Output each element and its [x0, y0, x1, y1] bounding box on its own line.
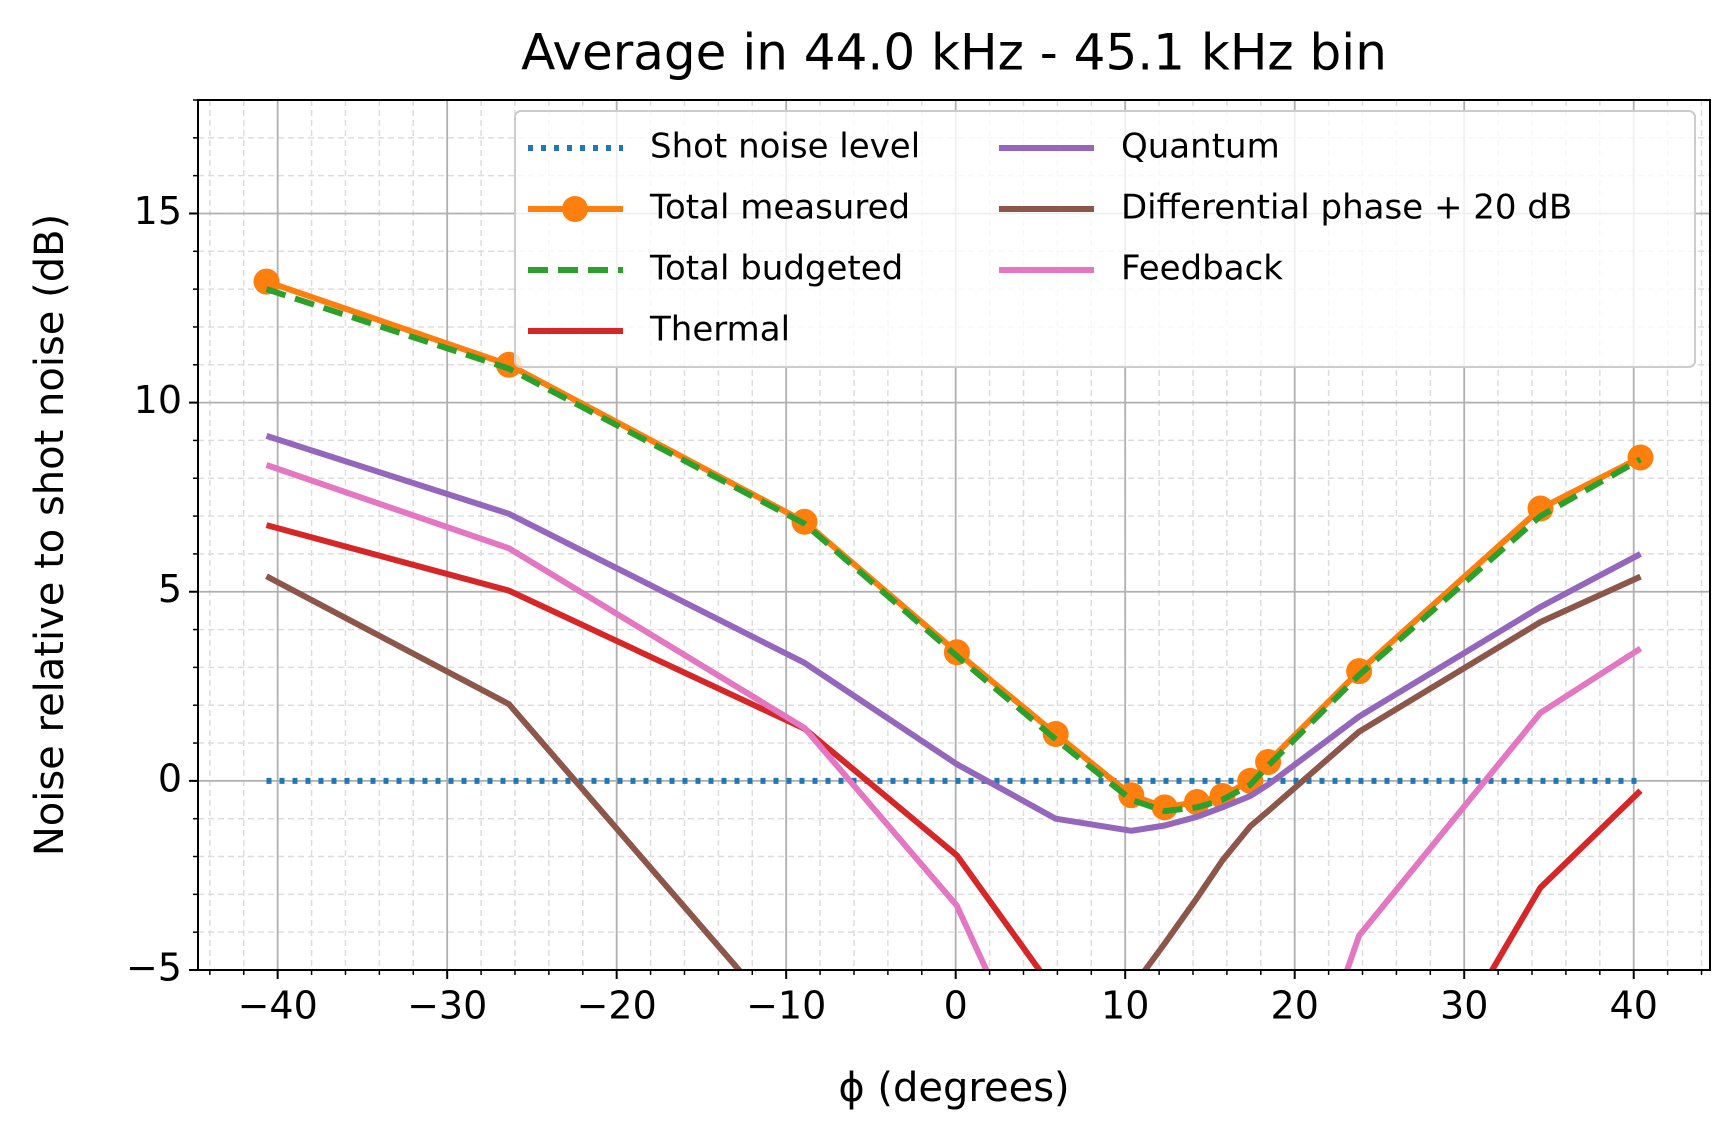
series-line	[265, 433, 1642, 834]
data-point	[1042, 720, 1069, 747]
plot-frame	[197, 99, 1711, 971]
x-tick-label: 20	[1271, 984, 1319, 1028]
legend-label: Total budgeted	[649, 249, 903, 289]
data-point	[1151, 794, 1178, 821]
y-tick-label: 15	[134, 189, 182, 233]
legend-box	[514, 110, 1696, 368]
series-line	[265, 286, 1642, 815]
x-tick-label: −10	[746, 984, 826, 1028]
data-point	[253, 268, 280, 295]
y-tick-label: −5	[126, 946, 182, 990]
x-tick-label: 30	[1440, 984, 1488, 1028]
legend: Shot noise level Total measured Total budg…	[514, 110, 1696, 368]
series-line	[265, 573, 1642, 970]
legend-label: Total measured	[649, 188, 910, 228]
legend-label: Thermal	[649, 310, 790, 350]
x-tick-label: 40	[1610, 984, 1658, 1028]
legend-label: Differential phase + 20 dB	[1121, 188, 1572, 228]
grid	[198, 99, 1710, 971]
y-tick-label: 5	[158, 567, 182, 611]
legend-marker	[562, 196, 588, 222]
series-line	[265, 462, 1643, 970]
legend-label: Shot noise level	[650, 127, 920, 167]
x-tick-label: −40	[238, 984, 318, 1028]
y-axis-label: Noise relative to shot noise (dB)	[27, 214, 73, 856]
x-tick-label: −30	[407, 984, 487, 1028]
plot-area	[253, 268, 1654, 970]
x-tick-label: 0	[944, 984, 968, 1028]
y-tick-label: 0	[158, 756, 182, 800]
x-tick-label: 10	[1101, 984, 1149, 1028]
chart-title: Average in 44.0 kHz - 45.1 kHz bin	[521, 24, 1387, 82]
series-line	[265, 522, 1643, 970]
y-tick-label: 10	[134, 378, 182, 422]
data-point	[1627, 444, 1654, 471]
legend-label: Quantum	[1121, 127, 1280, 167]
axes: −40 −30 −20 −10 0 10 20 30 40 −5 0 5 10 15	[126, 99, 1703, 1028]
legend-label: Feedback	[1121, 249, 1283, 289]
x-axis-label: ϕ (degrees)	[838, 1065, 1069, 1111]
x-tick-label: −20	[577, 984, 657, 1028]
